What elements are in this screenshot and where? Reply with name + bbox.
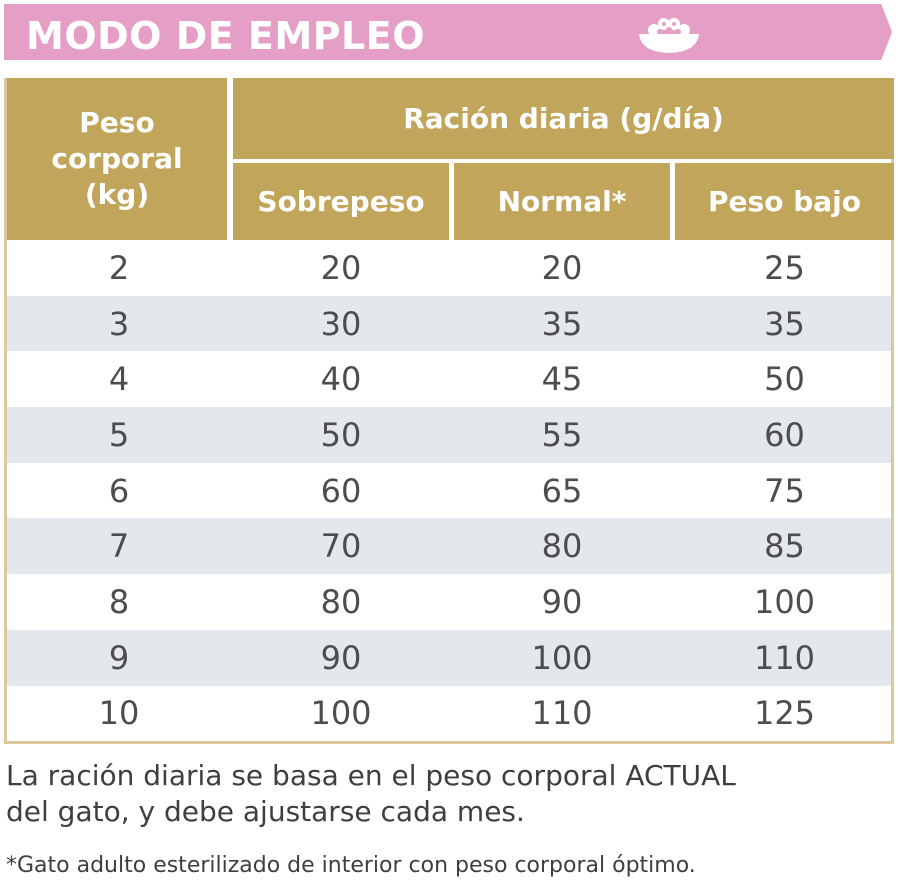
cell-underweight: 75 — [764, 471, 805, 510]
cell-normal: 80 — [541, 527, 583, 566]
cell-underweight: 125 — [753, 694, 816, 733]
table-row: 10 100 110 125 — [7, 686, 891, 742]
cell-normal: 35 — [541, 304, 583, 343]
header-underweight: Peso bajo — [675, 163, 894, 240]
cell-underweight: 110 — [753, 638, 816, 677]
page-title: MODO DE EMPLEO — [26, 14, 426, 58]
cell-normal: 100 — [531, 638, 593, 677]
cell-weight: 5 — [108, 415, 130, 454]
table-body: 2 20 20 25 3 30 35 35 4 40 45 50 5 50 55… — [7, 240, 891, 741]
cell-underweight: 85 — [764, 527, 805, 566]
table-row: 9 90 100 110 — [7, 629, 891, 686]
cell-underweight: 100 — [753, 582, 816, 621]
cell-weight: 10 — [98, 694, 140, 733]
cell-normal: 90 — [541, 582, 583, 621]
feeding-note-line1: La ración diaria se basa en el peso corp… — [6, 759, 736, 792]
cell-weight: 8 — [108, 582, 130, 621]
feeding-table: Peso corporal (kg) Ración diaria (g/día)… — [4, 78, 894, 744]
cell-overweight: 90 — [320, 638, 362, 677]
cell-normal: 55 — [541, 415, 583, 454]
title-banner: MODO DE EMPLEO — [4, 4, 892, 60]
feeding-note: La ración diaria se basa en el peso corp… — [6, 758, 886, 830]
table-row: 8 80 90 100 — [7, 574, 891, 630]
cell-normal: 110 — [531, 694, 593, 733]
table-row: 7 70 80 85 — [7, 518, 891, 575]
cell-weight: 9 — [108, 638, 130, 677]
food-bowl-icon — [639, 18, 699, 53]
header-daily-ration: Ración diaria (g/día) — [233, 78, 894, 159]
cell-weight: 2 — [108, 248, 130, 287]
cell-normal: 45 — [541, 360, 583, 399]
cell-underweight: 25 — [764, 248, 805, 287]
table-row: 3 30 35 35 — [7, 295, 891, 352]
table-row: 6 60 65 75 — [7, 463, 891, 519]
cell-underweight: 60 — [764, 415, 805, 454]
header-body-weight: Peso corporal (kg) — [7, 78, 227, 240]
cell-overweight: 30 — [320, 304, 362, 343]
table-row: 2 20 20 25 — [7, 240, 891, 296]
feeding-note-line2: del gato, y debe ajustarse cada mes. — [6, 795, 525, 828]
header-body-weight-line3: (kg) — [84, 178, 150, 211]
cell-overweight: 50 — [320, 415, 362, 454]
table-row: 4 40 45 50 — [7, 351, 891, 407]
cell-weight: 3 — [108, 304, 130, 343]
cell-weight: 7 — [108, 527, 130, 566]
cell-overweight: 70 — [320, 527, 362, 566]
cell-overweight: 80 — [320, 582, 362, 621]
header-body-weight-line2: corporal — [51, 142, 183, 175]
cell-overweight: 100 — [310, 694, 372, 733]
cell-weight: 6 — [108, 471, 130, 510]
cell-overweight: 20 — [320, 248, 362, 287]
cell-overweight: 60 — [320, 471, 362, 510]
cell-normal: 65 — [541, 471, 583, 510]
cell-normal: 20 — [541, 248, 583, 287]
cell-underweight: 35 — [764, 304, 805, 343]
footnote: *Gato adulto esterilizado de interior co… — [6, 853, 696, 878]
cell-weight: 4 — [108, 360, 130, 399]
header-normal: Normal* — [454, 163, 670, 240]
table-row: 5 50 55 60 — [7, 407, 891, 463]
cell-underweight: 50 — [764, 360, 805, 399]
header-body-weight-line1: Peso — [79, 106, 155, 139]
cell-overweight: 40 — [320, 360, 362, 399]
header-overweight: Sobrepeso — [233, 163, 449, 240]
